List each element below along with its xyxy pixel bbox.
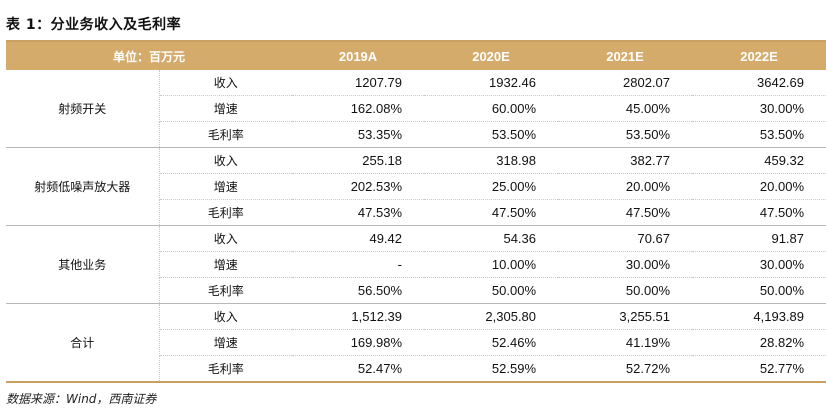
metric-label: 收入 [159, 225, 293, 252]
table-cell: 54.36 [424, 225, 559, 252]
unit-header: 单位：百万元 [6, 42, 293, 70]
table-cell: 2,305.80 [424, 303, 559, 330]
table-cell: 162.08% [292, 95, 425, 122]
table-cell: 41.19% [558, 329, 693, 356]
table-row: 合计 收入 1,512.39 2,305.80 3,255.51 4,193.8… [6, 303, 826, 383]
table-cell: 255.18 [292, 147, 425, 174]
table-cell: 169.98% [292, 329, 425, 356]
table-row: 增速 202.53% 25.00% 20.00% 20.00% [6, 173, 826, 200]
table-cell: 30.00% [692, 95, 826, 122]
table-row: 增速 169.98% 52.46% 41.19% 28.82% [6, 329, 826, 356]
table-row: 射频低噪声放大器 收入 255.18 318.98 382.77 459.32 [6, 147, 826, 226]
table-cell: 30.00% [692, 251, 826, 278]
year-header: 2021E [558, 42, 693, 70]
table-cell: 53.35% [292, 121, 425, 148]
metric-label: 增速 [159, 329, 293, 356]
table-row: 毛利率 52.47% 52.59% 52.72% 52.77% [6, 355, 826, 383]
table-cell: 47.50% [558, 199, 693, 226]
table-cell: 60.00% [424, 95, 559, 122]
table-cell: 30.00% [558, 251, 693, 278]
metric-label: 收入 [159, 147, 293, 174]
table-cell: 28.82% [692, 329, 826, 356]
group-label: 其他业务 [6, 225, 160, 304]
table-cell: 52.46% [424, 329, 559, 356]
table-cell: 50.00% [424, 277, 559, 304]
table-cell: 52.47% [292, 355, 425, 383]
table-cell: 53.50% [424, 121, 559, 148]
table-cell: 1932.46 [424, 70, 559, 96]
metric-label: 收入 [159, 303, 293, 330]
table-cell: 50.00% [692, 277, 826, 304]
table-title: 表 1：分业务收入及毛利率 [6, 17, 182, 33]
metric-label: 毛利率 [159, 355, 293, 383]
top-rule [6, 40, 826, 42]
table-cell: 2802.07 [558, 70, 693, 96]
table-cell: 56.50% [292, 277, 425, 304]
table-row: 毛利率 56.50% 50.00% 50.00% 50.00% [6, 277, 826, 304]
table-cell: 382.77 [558, 147, 693, 174]
table-cell: 52.59% [424, 355, 559, 383]
metric-label: 收入 [159, 70, 293, 96]
table-cell: 202.53% [292, 173, 425, 200]
table-row: 其他业务 收入 49.42 54.36 70.67 91.87 [6, 225, 826, 304]
table-cell: 52.77% [692, 355, 826, 383]
table-row: 增速 - 10.00% 30.00% 30.00% [6, 251, 826, 278]
year-header: 2020E [424, 42, 559, 70]
table-cell: 53.50% [558, 121, 693, 148]
table-row: 增速 162.08% 60.00% 45.00% 30.00% [6, 95, 826, 122]
table-cell: 52.72% [558, 355, 693, 383]
metric-label: 毛利率 [159, 121, 293, 148]
metric-label: 增速 [159, 251, 293, 278]
year-header: 2019A [292, 42, 425, 70]
table-cell: 3,255.51 [558, 303, 693, 330]
table-cell: 45.00% [558, 95, 693, 122]
table-cell: 20.00% [692, 173, 826, 200]
metric-label: 毛利率 [159, 277, 293, 304]
table-cell: - [292, 251, 425, 278]
table-cell: 4,193.89 [692, 303, 826, 330]
table-row: 毛利率 47.53% 47.50% 47.50% 47.50% [6, 199, 826, 226]
table-cell: 1207.79 [292, 70, 425, 96]
year-header: 2022E [692, 42, 826, 70]
table-cell: 25.00% [424, 173, 559, 200]
header-row: 单位：百万元 2019A 2020E 2021E 2022E [6, 42, 826, 70]
group-label: 射频开关 [6, 70, 160, 148]
group-label: 射频低噪声放大器 [6, 147, 160, 226]
table-cell: 91.87 [692, 225, 826, 252]
metric-label: 增速 [159, 95, 293, 122]
table-row: 射频开关 收入 1207.79 1932.46 2802.07 3642.69 [6, 70, 826, 148]
table-cell: 20.00% [558, 173, 693, 200]
data-source-note: 数据来源：Wind，西南证券 [6, 392, 157, 406]
table-row: 毛利率 53.35% 53.50% 53.50% 53.50% [6, 121, 826, 148]
revenue-margin-table: 单位：百万元 2019A 2020E 2021E 2022E 射频开关 收入 1… [6, 42, 826, 383]
table-cell: 47.50% [692, 199, 826, 226]
table-cell: 50.00% [558, 277, 693, 304]
metric-label: 毛利率 [159, 199, 293, 226]
group-label: 合计 [6, 303, 160, 383]
table-cell: 1,512.39 [292, 303, 425, 330]
table-cell: 70.67 [558, 225, 693, 252]
table-cell: 53.50% [692, 121, 826, 148]
table-cell: 459.32 [692, 147, 826, 174]
table-cell: 47.50% [424, 199, 559, 226]
table-cell: 318.98 [424, 147, 559, 174]
metric-label: 增速 [159, 173, 293, 200]
table-cell: 47.53% [292, 199, 425, 226]
table-cell: 49.42 [292, 225, 425, 252]
table-cell: 10.00% [424, 251, 559, 278]
table-cell: 3642.69 [692, 70, 826, 96]
